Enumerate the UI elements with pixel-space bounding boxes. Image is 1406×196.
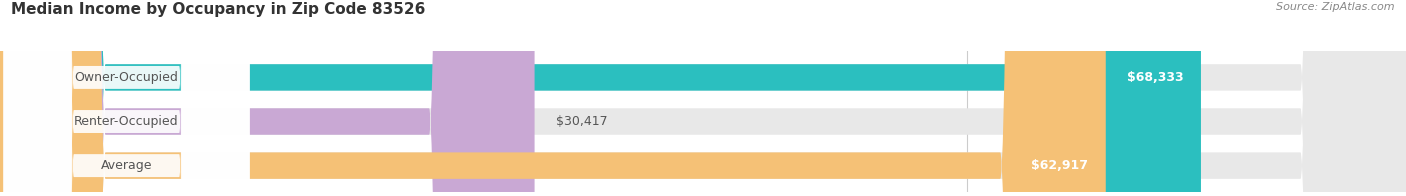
Text: Source: ZipAtlas.com: Source: ZipAtlas.com: [1277, 2, 1395, 12]
Text: $62,917: $62,917: [1031, 159, 1088, 172]
FancyBboxPatch shape: [0, 0, 534, 196]
FancyBboxPatch shape: [3, 0, 250, 196]
Text: Median Income by Occupancy in Zip Code 83526: Median Income by Occupancy in Zip Code 8…: [11, 2, 426, 17]
Text: Owner-Occupied: Owner-Occupied: [75, 71, 179, 84]
FancyBboxPatch shape: [3, 0, 250, 196]
FancyBboxPatch shape: [0, 0, 1201, 196]
FancyBboxPatch shape: [3, 0, 250, 196]
Text: $68,333: $68,333: [1126, 71, 1184, 84]
Text: Average: Average: [101, 159, 152, 172]
FancyBboxPatch shape: [0, 0, 1105, 196]
Text: $30,417: $30,417: [555, 115, 607, 128]
Text: Renter-Occupied: Renter-Occupied: [75, 115, 179, 128]
